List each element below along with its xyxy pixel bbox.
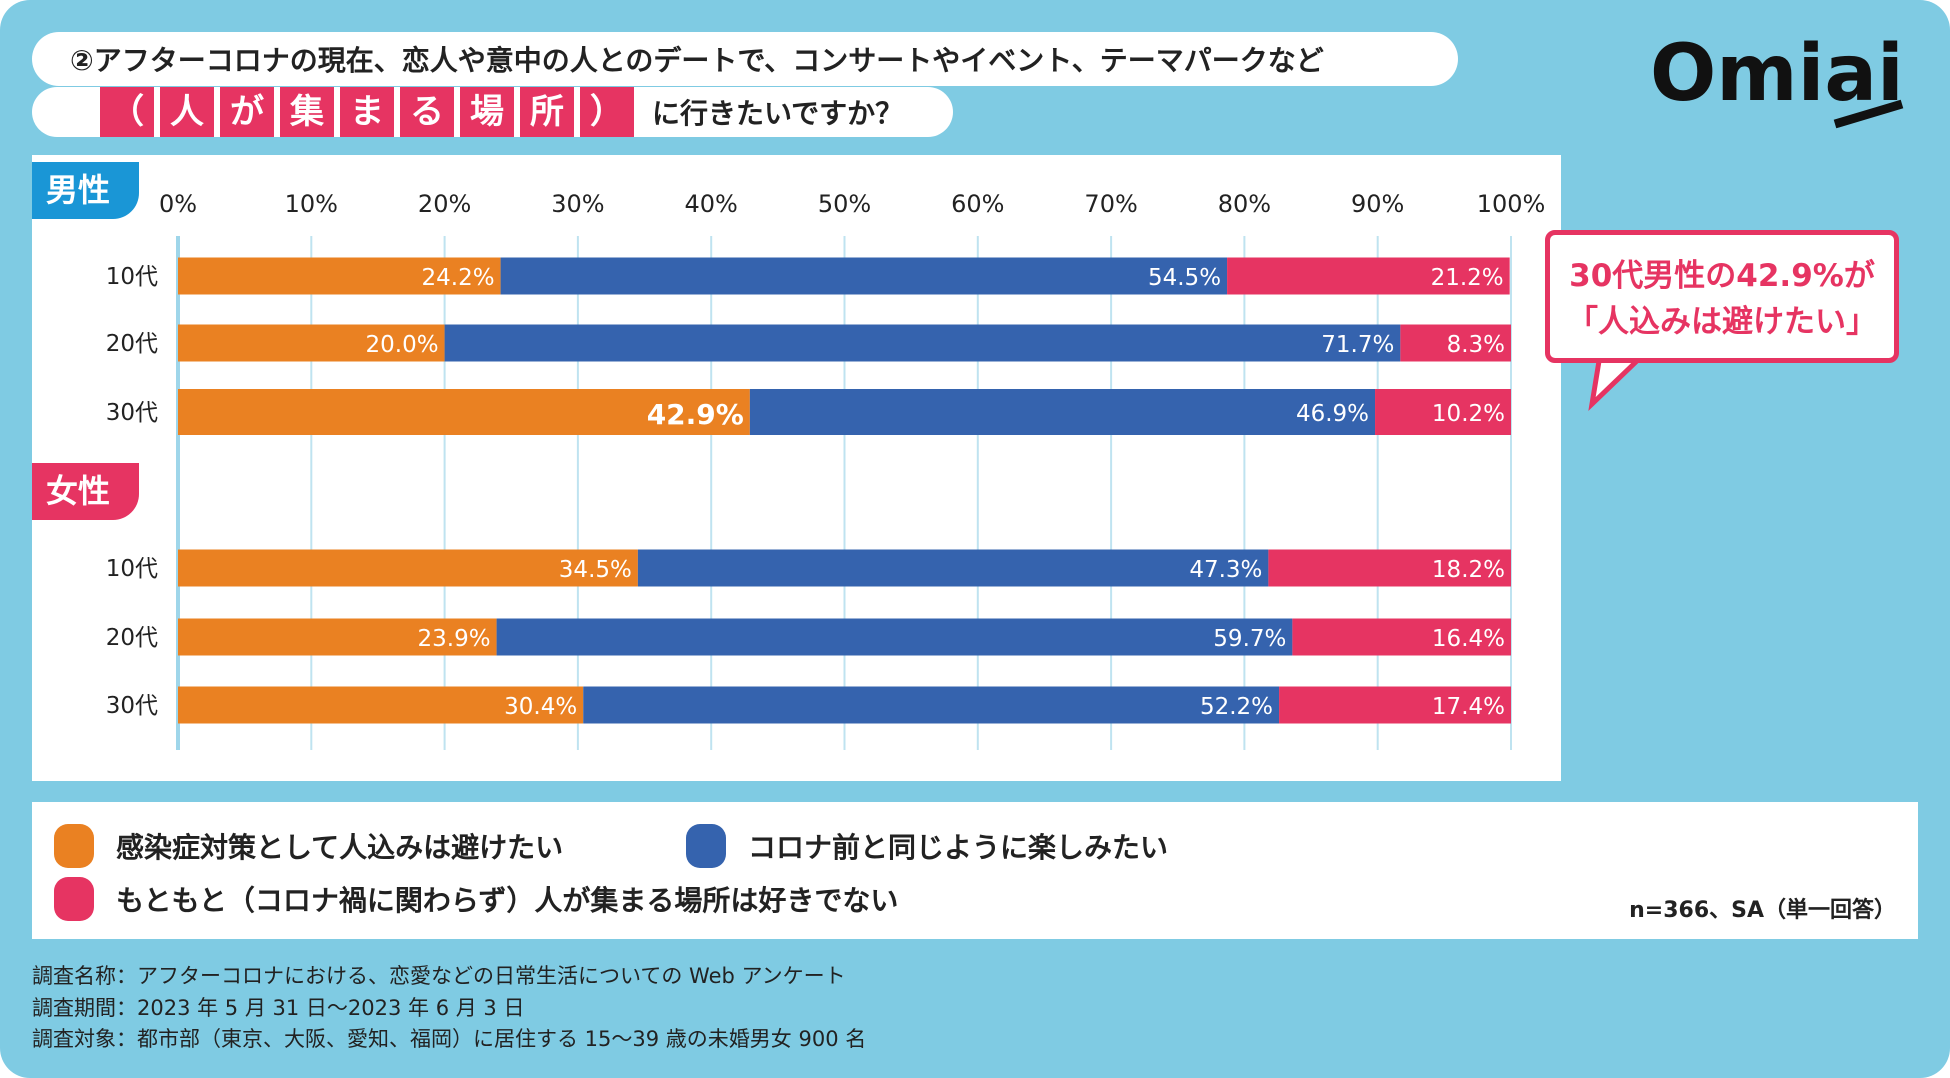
bar-segment [496,618,1293,656]
data-label: 71.7% [1321,332,1394,358]
category-label: 30代 [106,693,158,719]
highlight-char: 所 [520,87,574,137]
category-label: 20代 [106,625,158,651]
callout-line1: 30代男性の42.9%が [1569,258,1875,294]
bar-segment [1227,257,1510,295]
data-label: 52.2% [1200,694,1273,720]
data-label: 47.3% [1189,557,1262,583]
x-tick-label: 10% [285,190,338,218]
legend-label: 感染症対策として人込みは避けたい [116,831,564,864]
data-label: 54.5% [1148,265,1221,291]
bar-segment [178,618,497,656]
bar-segment [444,324,1401,362]
data-label: 21.2% [1431,265,1504,291]
legend-label: コロナ前と同じように楽しみたい [748,831,1169,864]
data-label: 17.4% [1432,694,1505,720]
highlight-char: （ [100,87,154,137]
footer-survey-target: 調査対象：都市部（東京、大阪、愛知、福岡）に居住する 15〜39 歳の未婚男女 … [32,1027,867,1051]
data-label: 20.0% [366,332,439,358]
bar-segment [178,389,750,435]
legend-item-enjoy: コロナ前と同じように楽しみたい [686,824,1168,868]
legend-swatch [54,877,94,921]
bar-segment [637,549,1269,587]
footer-survey-name: 調査名称：アフターコロナにおける、恋愛などの日常生活についての Web アンケー… [32,964,846,988]
data-label: 46.9% [1296,401,1369,427]
x-tick-label: 50% [818,190,871,218]
highlight-char: 場 [460,87,514,137]
highlight-boxes: （人が集まる場所） [100,87,640,137]
data-label: 30.4% [504,694,577,720]
x-tick-label: 30% [551,190,604,218]
title-text: ②アフターコロナの現在、恋人や意中の人とのデートで、コンサートやイベント、テーマ… [70,44,1324,77]
legend-label: もともと（コロナ禍に関わらず）人が集まる場所は好きでない [116,884,899,917]
legend-item-avoid: 感染症対策として人込みは避けたい [54,824,563,868]
bar-segment [1279,686,1511,724]
footer-survey-period: 調査期間：2023 年 5 月 31 日〜2023 年 6 月 3 日 [32,996,525,1020]
bar-segment [749,389,1376,435]
group-tag-male: 男性 [32,162,139,219]
data-label: 34.5% [559,557,632,583]
category-label: 20代 [106,331,158,357]
x-tick-label: 20% [418,190,471,218]
x-tick-label: 90% [1351,190,1404,218]
data-label: 24.2% [422,265,495,291]
x-tick-label: 40% [685,190,738,218]
legend: 感染症対策として人込みは避けたい コロナ前と同じように楽しみたい もともと（コロ… [32,802,1918,939]
legend-swatch [54,824,94,868]
bar-segment [583,686,1280,724]
category-label: 10代 [106,264,158,290]
data-label: 8.3% [1447,332,1505,358]
highlight-char: ） [580,87,634,137]
highlight-char: 人 [160,87,214,137]
data-label: 59.7% [1213,626,1286,652]
question-title-line2: （人が集まる場所） に行きたいですか？ [32,87,953,137]
highlight-char: が [220,87,274,137]
svg-text:Omiai: Omiai [1650,29,1904,119]
x-tick-label: 80% [1218,190,1271,218]
bar-segment [1292,618,1511,656]
bar-segment [178,257,501,295]
category-label: 10代 [106,556,158,582]
bar-segment [1268,549,1511,587]
bar-segment [500,257,1228,295]
question-title-line1: ②アフターコロナの現在、恋人や意中の人とのデートで、コンサートやイベント、テーマ… [32,32,1458,86]
bar-segment [1375,389,1511,435]
legend-item-dislike: もともと（コロナ禍に関わらず）人が集まる場所は好きでない [54,877,898,921]
data-label: 42.9% [647,398,744,431]
data-label: 23.9% [418,626,491,652]
bar-segment [1400,324,1511,362]
data-label: 16.4% [1432,626,1505,652]
group-tag-female: 女性 [32,463,139,520]
bar-segment [178,324,445,362]
callout-box: 30代男性の42.9%が 「人込みは避けたい」 [1545,230,1899,363]
sample-note: n=366、SA（単一回答） [1629,898,1896,923]
bar-segment [178,686,584,724]
data-label: 18.2% [1432,557,1505,583]
x-tick-label: 100% [1477,190,1546,218]
highlight-char: る [400,87,454,137]
bar-segment [178,549,638,587]
x-tick-label: 0% [159,190,197,218]
x-tick-label: 60% [951,190,1004,218]
legend-swatch [686,824,726,868]
data-label: 10.2% [1432,401,1505,427]
omiai-logo: Omiai [1650,29,1904,129]
x-tick-label: 70% [1084,190,1137,218]
highlight-char: ま [340,87,394,137]
callout-line2: 「人込みは避けたい」 [1567,304,1877,340]
highlight-char: 集 [280,87,334,137]
title-rest: に行きたいですか？ [652,97,904,130]
category-label: 30代 [106,400,158,426]
